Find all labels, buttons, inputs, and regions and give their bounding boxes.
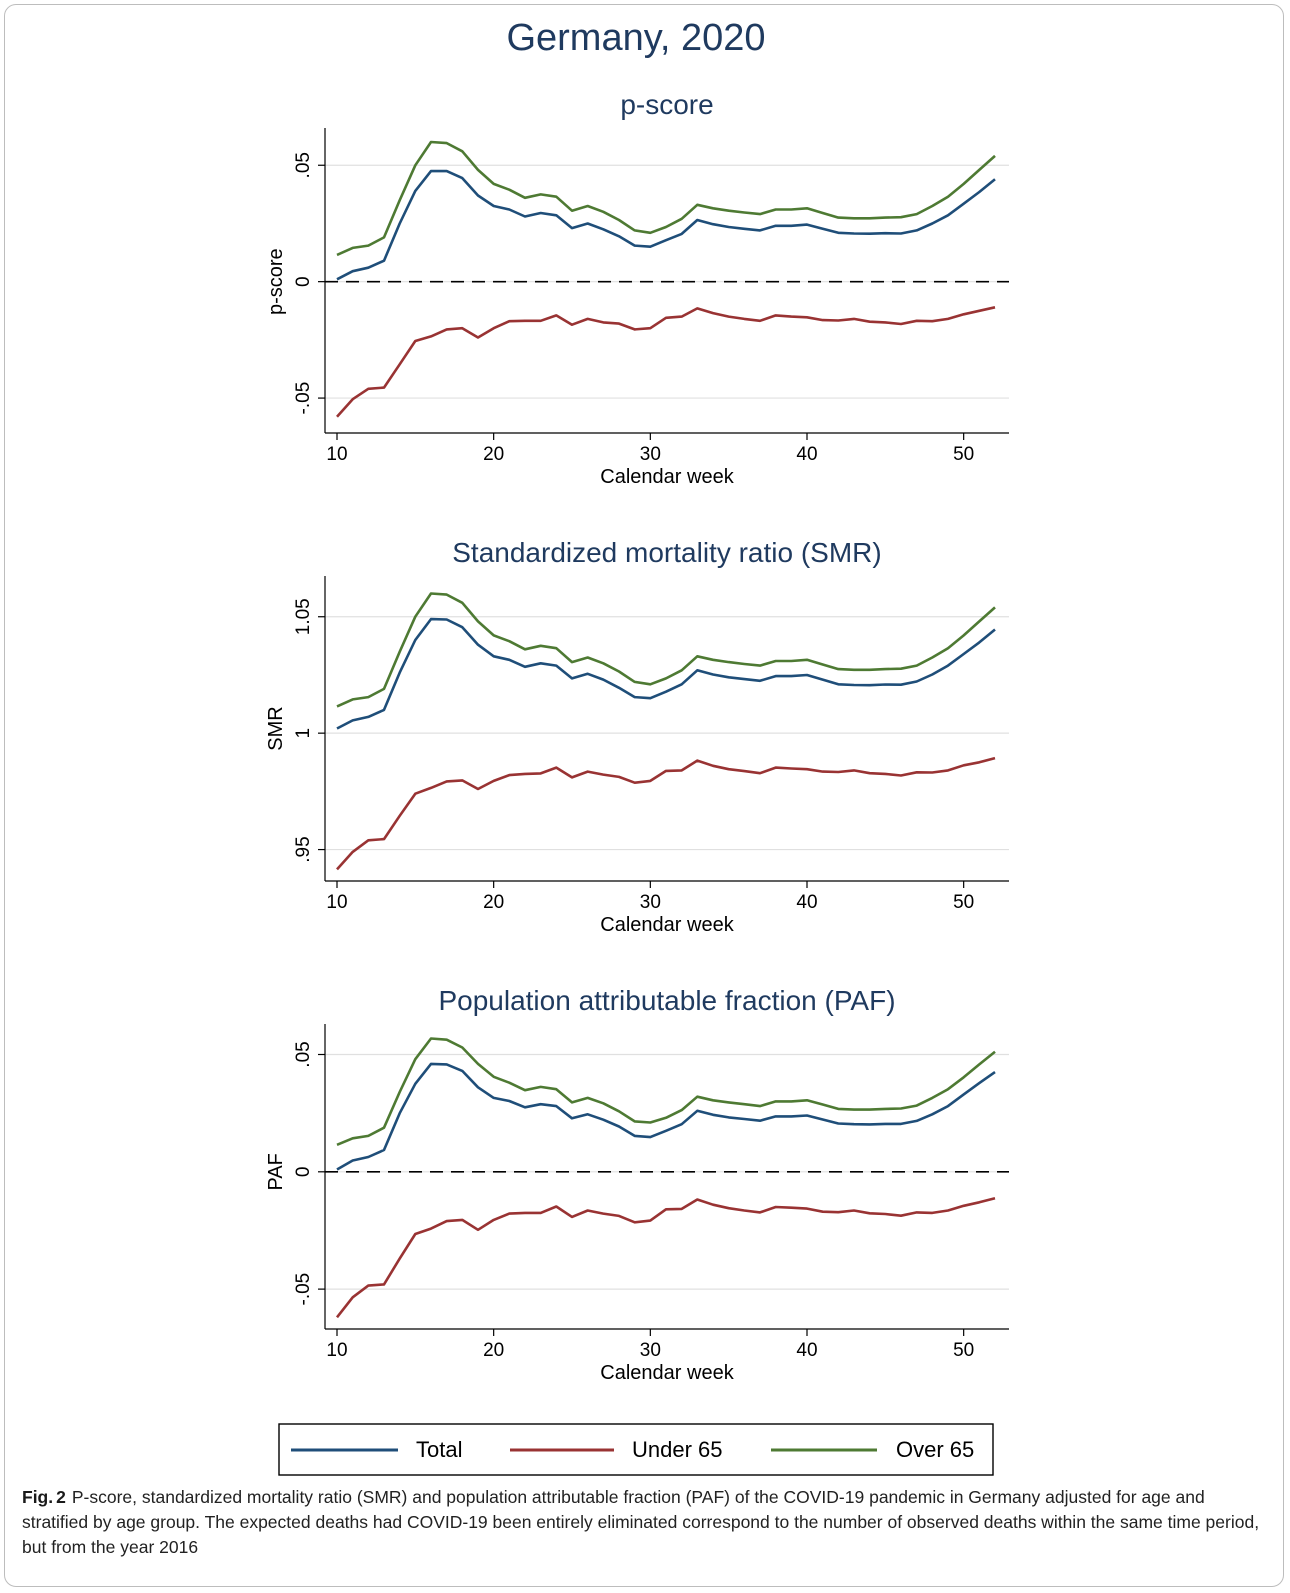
series-line-under65 (335, 1197, 996, 1319)
y-tick-label: 1 (293, 728, 314, 739)
caption-text: P-score, standardized mortality ratio (S… (22, 1487, 1260, 1557)
chart-title: Standardized mortality ratio (SMR) (452, 537, 881, 568)
series-line-total (336, 1062, 996, 1171)
chart-title: p-score (620, 89, 713, 120)
x-tick-label: 20 (483, 892, 504, 913)
x-axis-label: Calendar week (600, 466, 734, 488)
caption-number: 2 (56, 1487, 66, 1507)
series-line-over65 (336, 1037, 996, 1147)
y-axis-label: PAF (265, 1153, 287, 1190)
x-tick-label: 10 (326, 444, 347, 465)
y-axis-label: p-score (265, 248, 287, 315)
x-tick-label: 40 (796, 1340, 817, 1361)
y-tick-label: 0 (293, 1167, 314, 1178)
series-line-under65 (336, 756, 996, 871)
y-tick-label: .95 (293, 836, 314, 862)
figure-frame (4, 4, 1284, 1587)
y-tick-label: -.05 (293, 382, 314, 415)
y-tick-label: 1.05 (293, 598, 314, 635)
series-line-over65 (336, 140, 996, 257)
legend-label-under65: Under 65 (632, 1437, 723, 1462)
series-line-total (336, 617, 996, 730)
x-tick-label: 30 (640, 892, 661, 913)
series-line-total (336, 169, 996, 281)
figure-title: Germany, 2020 (506, 17, 765, 59)
x-tick-label: 40 (796, 444, 817, 465)
x-tick-label: 50 (953, 1340, 974, 1361)
chart-panel-2: Standardized mortality ratio (SMR) .95 1 1.… (265, 537, 1009, 936)
y-axis-label: SMR (265, 706, 287, 750)
x-axis-label: Calendar week (600, 1362, 734, 1384)
y-tick-label: .05 (293, 152, 314, 178)
series-line-over65 (336, 592, 996, 708)
legend: Total Under 65 Over 65 (278, 1423, 994, 1476)
series-line-under65 (336, 306, 996, 418)
y-tick-label: 0 (293, 276, 314, 287)
figure-caption: Fig. 2 P-score, standardized mortality rat… (22, 1485, 1267, 1560)
x-tick-label: 30 (640, 444, 661, 465)
x-tick-label: 30 (640, 1340, 661, 1361)
x-tick-label: 50 (953, 444, 974, 465)
x-tick-label: 10 (326, 1340, 347, 1361)
chart-panel-1: p-score -.05 0 .05 10 20 30 40 50 Calendar week p-… (265, 89, 1009, 488)
x-tick-label: 20 (483, 1340, 504, 1361)
y-tick-label: -.05 (293, 1273, 314, 1306)
x-tick-label: 40 (796, 892, 817, 913)
chart-panel-3: Population attributable fraction (PAF) -.… (265, 985, 1009, 1384)
caption-label: Fig. 2 (22, 1487, 66, 1507)
x-axis-label: Calendar week (600, 914, 734, 936)
x-tick-label: 20 (483, 444, 504, 465)
chart-title: Population attributable fraction (PAF) (438, 985, 895, 1016)
y-tick-label: .05 (293, 1041, 314, 1067)
legend-label-over65: Over 65 (896, 1437, 974, 1462)
x-tick-label: 10 (326, 892, 347, 913)
x-tick-label: 50 (953, 892, 974, 913)
caption-label-text: Fig. (22, 1487, 54, 1507)
legend-label-total: Total (416, 1437, 462, 1462)
